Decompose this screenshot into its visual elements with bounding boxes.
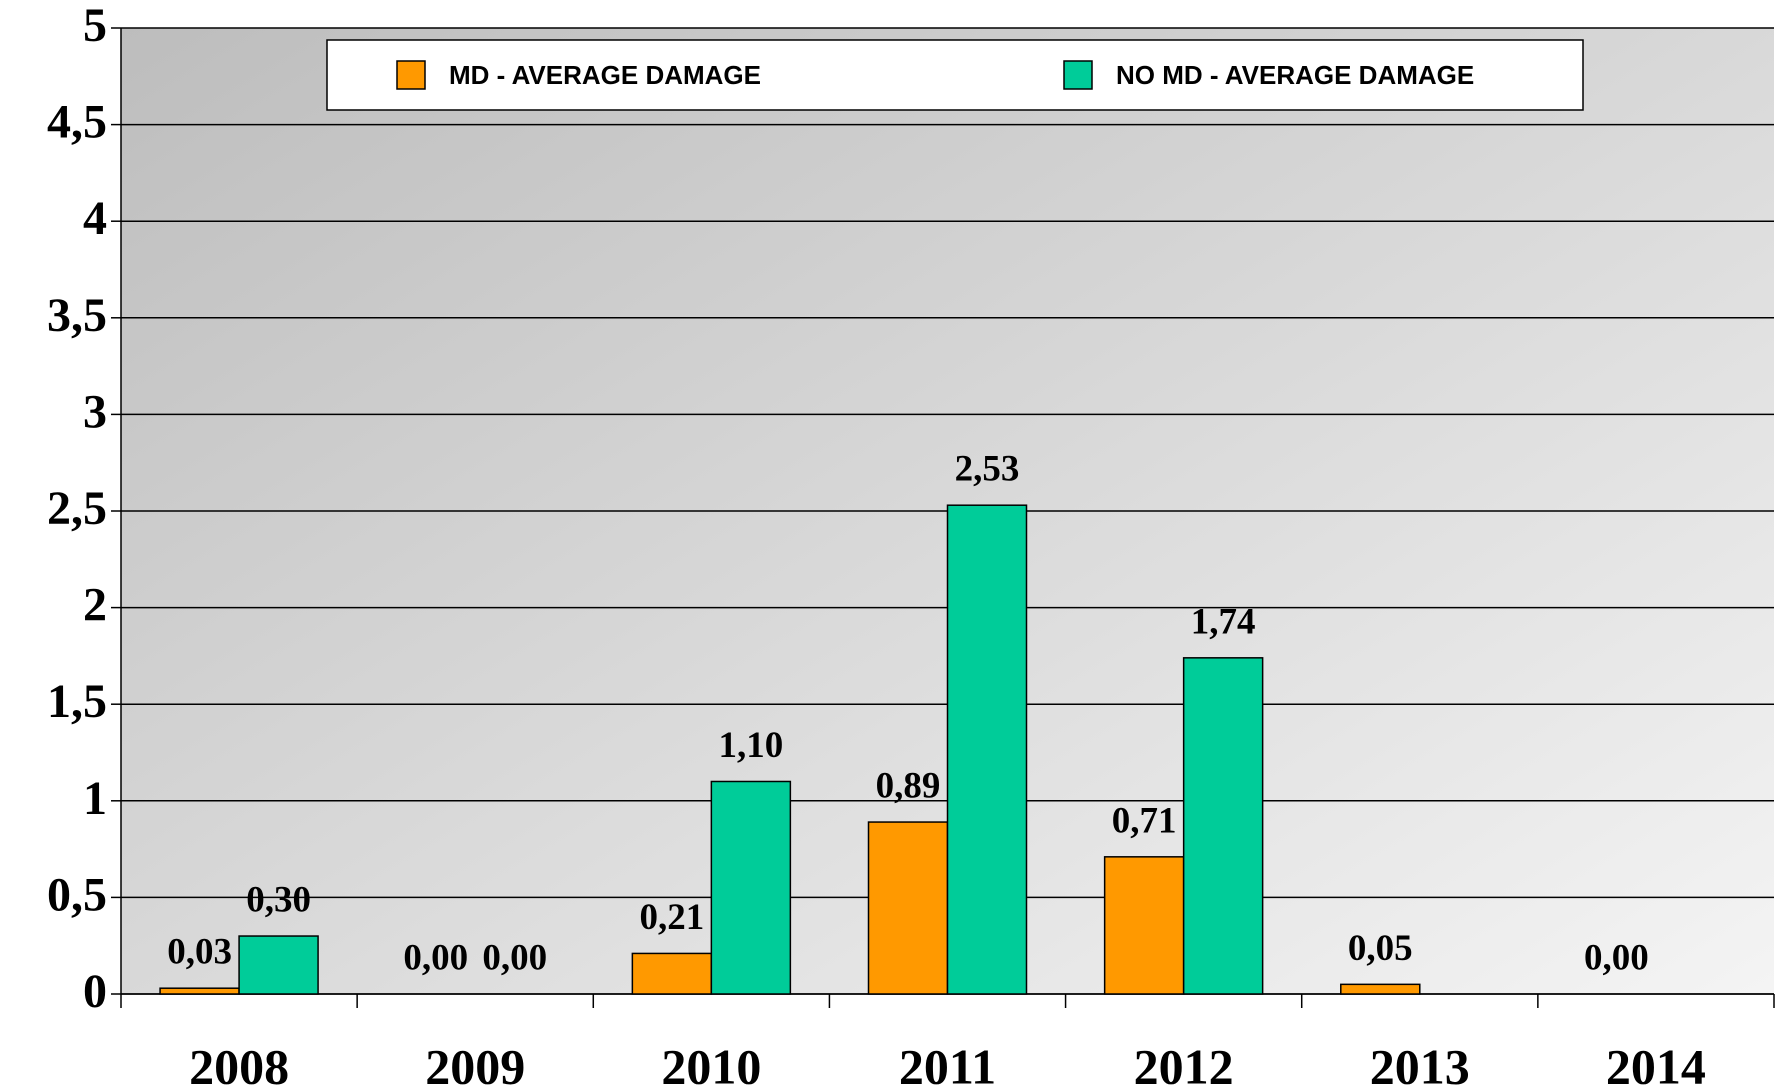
bar: [710, 780, 792, 995]
value-label: 0,21: [639, 897, 704, 938]
y-tick-label: 0,5: [47, 868, 107, 921]
legend-label: MD - AVERAGE DAMAGE: [449, 60, 761, 90]
value-label: 0,00: [403, 937, 468, 978]
bar: [159, 987, 240, 995]
bar: [867, 821, 949, 995]
y-tick-label: 1: [83, 772, 107, 825]
x-tick-label: 2010: [661, 1038, 761, 1091]
x-tick-label: 2012: [1134, 1038, 1234, 1091]
y-tick-label: 3: [83, 385, 107, 438]
value-label: 2,53: [955, 449, 1020, 490]
y-tick-label: 2: [83, 579, 107, 632]
value-label: 1,10: [718, 725, 783, 766]
legend-swatch: [1063, 60, 1093, 90]
y-tick-label: 4: [83, 192, 107, 245]
legend-box: [326, 39, 1584, 111]
y-tick-label: 3,5: [47, 289, 107, 342]
bar: [946, 504, 1028, 995]
bar: [631, 952, 713, 995]
bar: [1182, 657, 1264, 995]
y-tick-label: 5: [83, 0, 107, 52]
bar: [238, 935, 319, 995]
y-tick-label: 2,5: [47, 482, 107, 535]
value-label: 0,05: [1348, 928, 1413, 969]
value-label: 0,00: [482, 937, 547, 978]
x-tick-label: 2014: [1606, 1038, 1706, 1091]
value-label: 0,89: [876, 766, 941, 807]
value-label: 0,03: [167, 932, 232, 973]
value-label: 1,74: [1191, 601, 1256, 642]
bar: [1103, 856, 1185, 995]
x-tick-label: 2008: [189, 1038, 289, 1091]
value-label: 0,71: [1112, 800, 1177, 841]
x-tick-label: 2011: [899, 1038, 996, 1091]
legend-label: NO MD - AVERAGE DAMAGE: [1116, 60, 1474, 90]
y-tick-label: 0: [83, 965, 107, 1018]
value-label: 0,30: [246, 880, 311, 921]
legend-swatch: [396, 60, 426, 90]
bar: [1340, 983, 1421, 995]
x-tick-label: 2013: [1370, 1038, 1470, 1091]
y-tick-label: 1,5: [47, 675, 107, 728]
y-tick-label: 4,5: [47, 96, 107, 149]
x-tick-label: 2009: [425, 1038, 525, 1091]
value-label: 0,00: [1584, 937, 1649, 978]
